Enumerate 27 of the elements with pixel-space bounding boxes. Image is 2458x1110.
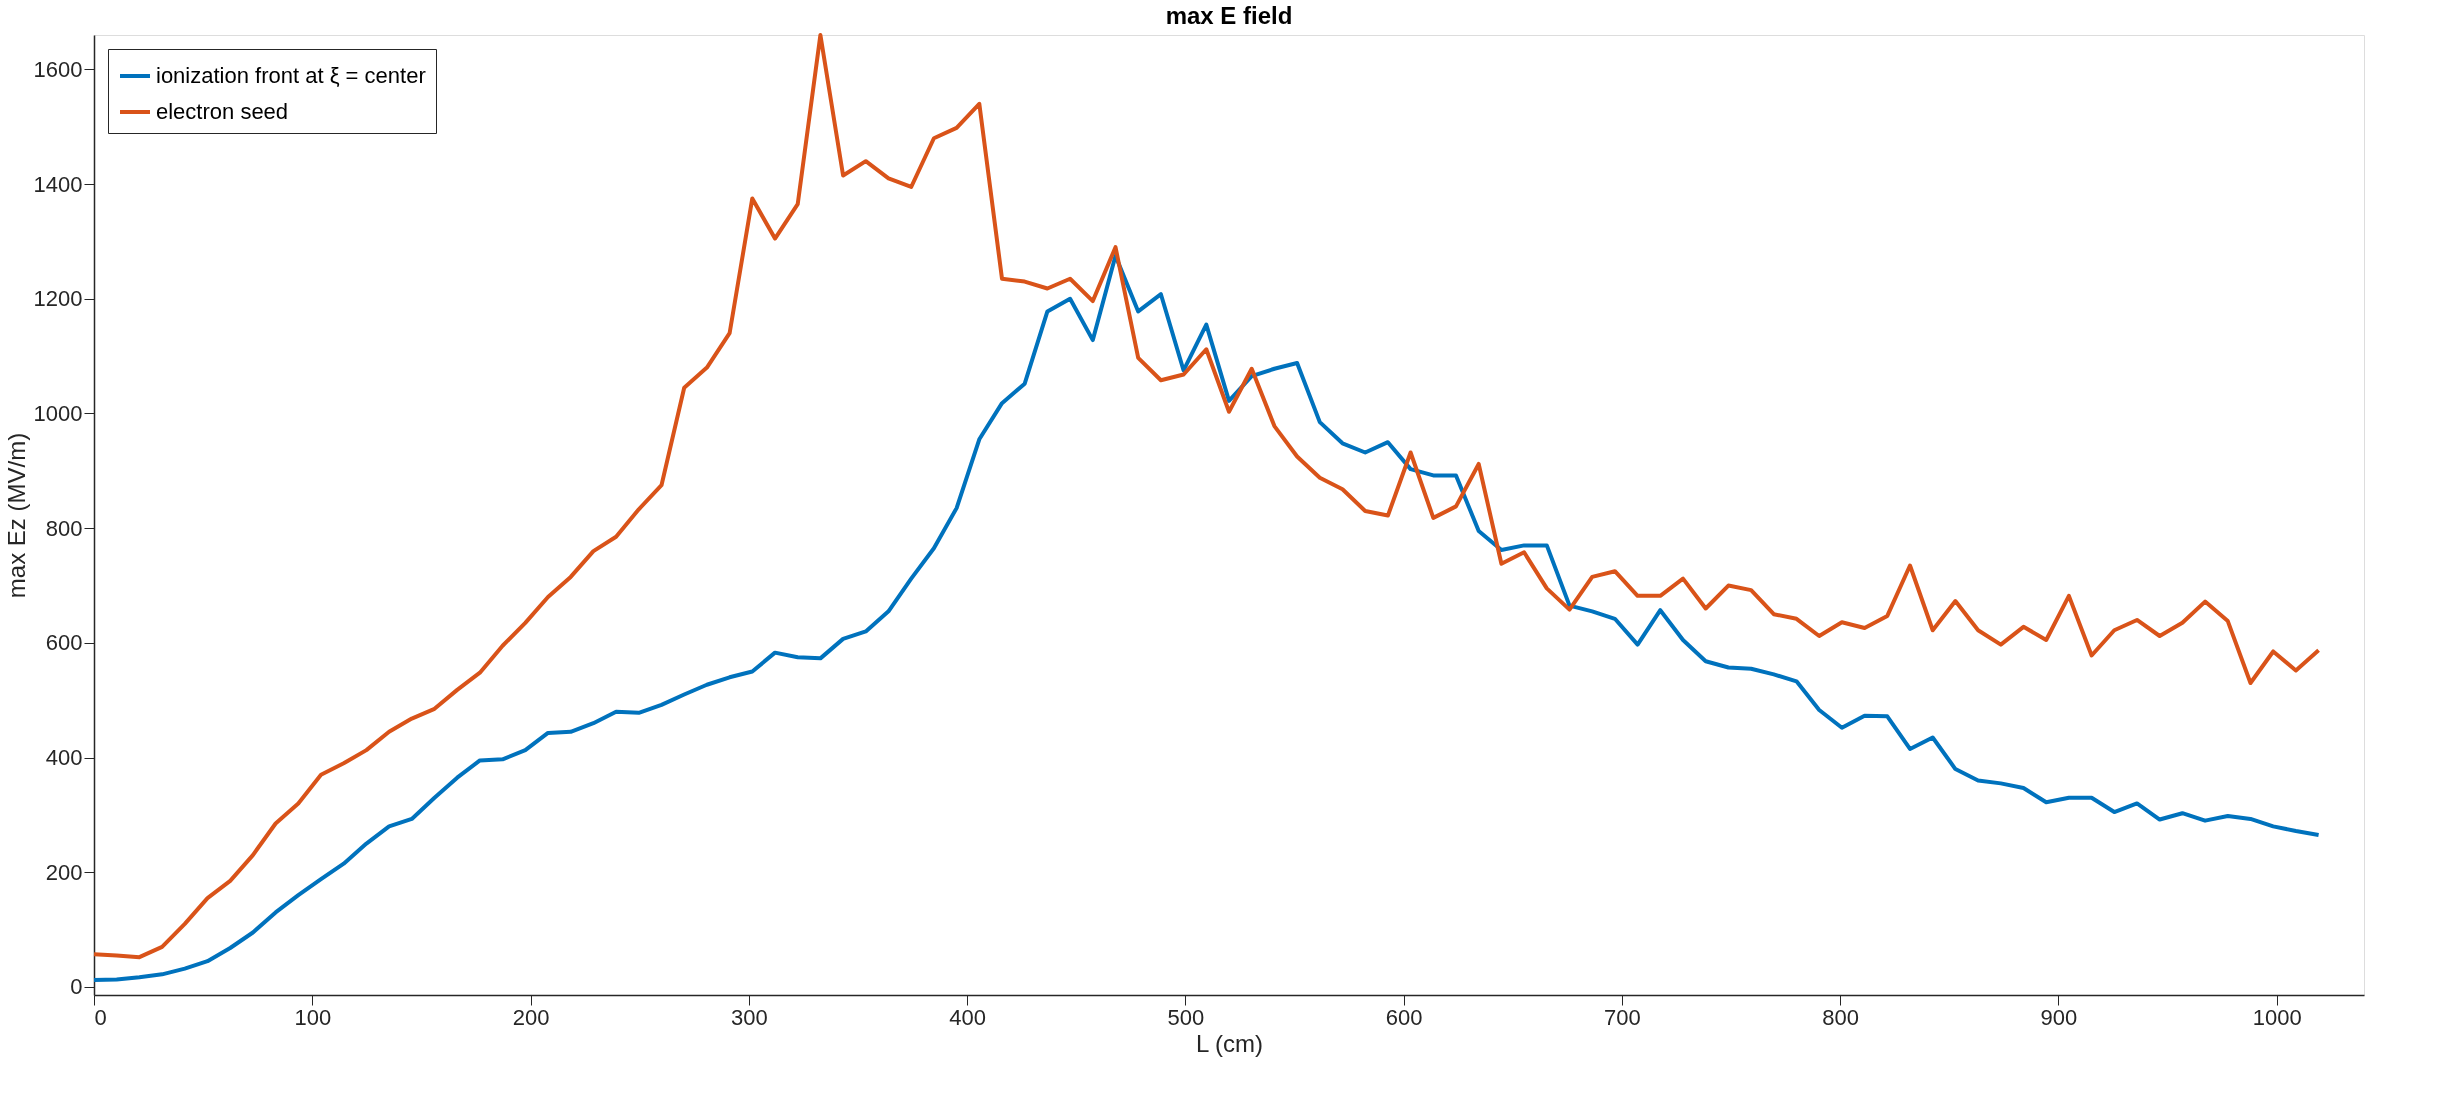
x-tick-label: 900 — [2040, 1004, 2078, 1030]
y-tick-label: 1000 — [33, 400, 83, 426]
x-tick-label: 300 — [730, 1004, 768, 1030]
y-tick-label: 1400 — [33, 171, 83, 197]
line-series — [92, 253, 2321, 983]
x-tick-label: 700 — [1604, 1004, 1641, 1030]
y-tick-label: 600 — [45, 630, 83, 656]
y-tick-label: 0 — [70, 974, 83, 1000]
chart-title: max E field — [1165, 2, 1293, 29]
x-tick-label: 1000 — [2252, 1004, 2302, 1030]
legend-label: ionization front at ξ = center — [156, 63, 426, 88]
legend-label: electron seed — [156, 99, 289, 124]
y-tick-label: 400 — [45, 745, 83, 771]
x-tick-label: 400 — [949, 1004, 986, 1030]
x-tick-label: 100 — [294, 1004, 332, 1030]
y-tick-label: 800 — [45, 515, 83, 541]
y-tick-label: 200 — [45, 859, 83, 885]
y-tick-label: 1600 — [33, 56, 83, 82]
x-tick-label: 500 — [1167, 1004, 1205, 1030]
x-tick-label: 200 — [512, 1004, 550, 1030]
x-axis-title: L (cm) — [1195, 1029, 1264, 1057]
y-tick-label: 1200 — [33, 286, 83, 312]
x-tick-label: 600 — [1385, 1004, 1423, 1030]
x-tick-label: 0 — [94, 1004, 107, 1030]
x-tick-label: 800 — [1822, 1004, 1860, 1030]
y-axis-title: max Ez (MV/m) — [2, 432, 30, 599]
line-series — [92, 33, 2321, 960]
